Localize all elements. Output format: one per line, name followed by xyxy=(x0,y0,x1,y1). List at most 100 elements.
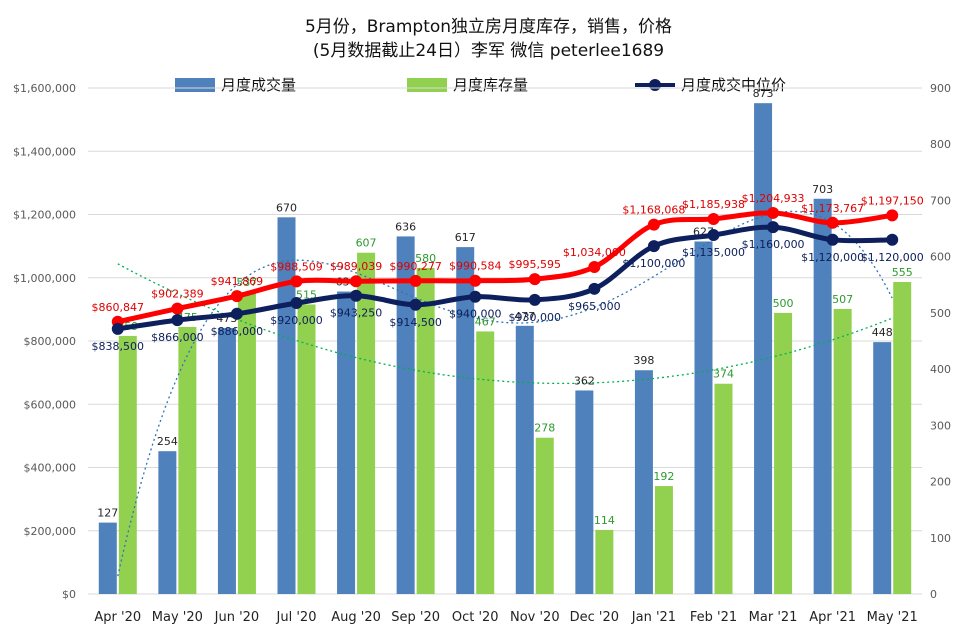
point-average-price xyxy=(528,273,541,286)
y-left-tick-label: $200,000 xyxy=(24,525,77,538)
data-label-average-price: $860,847 xyxy=(92,301,145,314)
point-median-price xyxy=(707,229,720,242)
data-label-average-price: $990,584 xyxy=(449,260,502,273)
y-right-tick-label: 200 xyxy=(930,476,951,489)
point-average-price xyxy=(469,274,482,287)
legend-label-sales: 月度成交量 xyxy=(221,76,297,94)
data-label-sales: 617 xyxy=(455,231,476,244)
data-label-median-price: $1,100,000 xyxy=(622,257,685,270)
y-right-tick-label: 900 xyxy=(930,82,951,95)
bar-sales xyxy=(634,370,653,594)
point-median-price xyxy=(290,297,303,310)
data-label-average-price: $988,509 xyxy=(270,260,323,273)
data-label-average-price: $989,039 xyxy=(330,260,383,273)
bar-sales xyxy=(456,247,475,594)
data-label-median-price: $930,000 xyxy=(509,311,562,324)
line-average-price xyxy=(115,210,895,325)
data-label-median-price: $1,120,000 xyxy=(801,251,864,264)
data-label-sales: 670 xyxy=(276,201,297,214)
y-left-tick-label: $0 xyxy=(62,588,76,601)
x-tick-label: Apr '21 xyxy=(809,610,856,625)
bar-sales xyxy=(217,328,236,594)
data-label-sales: 703 xyxy=(812,183,833,196)
data-label-average-price: $941,869 xyxy=(211,275,264,288)
bar-inventory xyxy=(357,252,376,594)
point-median-price xyxy=(767,221,780,234)
data-label-average-price: $1,197,150 xyxy=(861,194,924,207)
data-label-median-price: $965,000 xyxy=(568,300,621,313)
data-label-inventory: 555 xyxy=(892,266,913,279)
data-label-average-price: $1,204,933 xyxy=(742,192,805,205)
x-tick-label: Jun '20 xyxy=(214,610,260,625)
y-left-tick-label: $600,000 xyxy=(24,398,77,411)
data-label-inventory: 607 xyxy=(356,237,377,250)
point-average-price xyxy=(171,302,184,315)
y-right-tick-label: 300 xyxy=(930,419,951,432)
bar-inventory xyxy=(297,304,316,594)
data-label-sales: 873 xyxy=(753,87,774,100)
point-average-price xyxy=(886,209,899,222)
data-label-median-price: $838,500 xyxy=(92,340,145,353)
y-right-tick-label: 700 xyxy=(930,194,951,207)
line-median-price xyxy=(115,224,895,332)
data-label-average-price: $990,277 xyxy=(389,260,442,273)
y-left-tick-label: $800,000 xyxy=(24,335,77,348)
bar-sales xyxy=(873,342,892,594)
x-tick-label: Sep '20 xyxy=(391,610,440,625)
bar-inventory xyxy=(178,326,197,594)
x-tick-label: Jul '20 xyxy=(276,610,317,625)
data-label-median-price: $943,250 xyxy=(330,307,383,320)
bar-inventory xyxy=(476,331,495,594)
x-tick-label: Apr '20 xyxy=(94,610,141,625)
legend-label-inventory: 月度库存量 xyxy=(453,76,529,94)
bar-inventory xyxy=(714,383,733,594)
x-tick-label: Mar '21 xyxy=(749,610,798,625)
data-label-median-price: $914,500 xyxy=(389,316,442,329)
data-label-median-price: $1,135,000 xyxy=(682,246,745,259)
y-left-tick-label: $1,400,000 xyxy=(13,145,76,158)
data-label-average-price: $1,034,000 xyxy=(563,246,626,259)
legend: 月度成交量 月度库存量 月度成交中位价 xyxy=(175,74,815,96)
y-right-tick-label: 500 xyxy=(930,307,951,320)
data-label-average-price: $902,389 xyxy=(151,288,204,301)
data-label-inventory: 500 xyxy=(773,297,794,310)
x-tick-label: May '20 xyxy=(152,610,203,625)
bar-sales xyxy=(754,103,773,595)
y-left-tick-label: $1,600,000 xyxy=(13,82,76,95)
x-tick-label: Jan '21 xyxy=(631,610,676,625)
bar-sales xyxy=(277,217,296,595)
y-right-tick-label: 0 xyxy=(930,588,937,601)
bar-sales xyxy=(396,236,415,594)
bar-sales xyxy=(575,390,594,594)
bar-inventory xyxy=(833,308,852,594)
data-label-average-price: $1,185,938 xyxy=(682,198,745,211)
bar-inventory xyxy=(774,312,793,594)
point-median-price xyxy=(528,293,541,306)
data-label-median-price: $1,160,000 xyxy=(742,238,805,251)
x-tick-label: Nov '20 xyxy=(510,610,560,625)
bar-inventory xyxy=(893,281,912,594)
bar-inventory xyxy=(654,486,673,594)
point-median-price xyxy=(886,233,899,246)
chart-subtitle: (5月数据截止24日）李军 微信 peterlee1689 xyxy=(312,41,665,61)
y-right-tick-label: 800 xyxy=(930,138,951,151)
data-label-median-price: $866,000 xyxy=(151,331,204,344)
x-tick-label: Feb '21 xyxy=(690,610,737,625)
data-label-average-price: $1,168,068 xyxy=(622,204,685,217)
data-label-sales: 362 xyxy=(574,374,595,387)
bar-inventory xyxy=(535,437,554,594)
point-average-price xyxy=(409,274,422,287)
data-label-inventory: 467 xyxy=(475,315,496,328)
x-tick-label: Aug '20 xyxy=(331,610,381,625)
point-average-price xyxy=(647,218,660,231)
data-label-inventory: 580 xyxy=(415,252,436,265)
data-label-inventory: 537 xyxy=(236,276,257,289)
bar-sales xyxy=(515,325,534,594)
chart-title: 5月份，Brampton独立房月度库存，销售，价格 xyxy=(304,17,673,37)
bar-sales xyxy=(158,451,177,594)
data-label-median-price: $886,000 xyxy=(211,325,264,338)
point-median-price xyxy=(171,314,184,327)
y-right-tick-label: 100 xyxy=(930,532,951,545)
point-median-price xyxy=(111,322,124,335)
